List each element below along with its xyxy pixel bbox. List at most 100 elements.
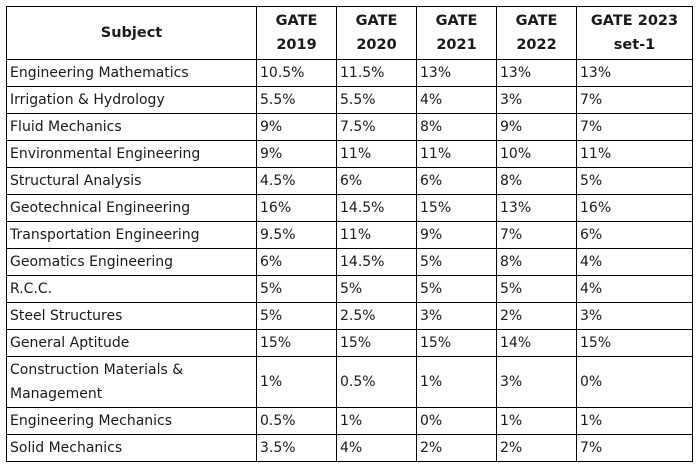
subject-cell: Structural Analysis [6,167,257,195]
percentage-cell: 11% [336,140,417,168]
percentage-cell: 5.5% [256,86,337,114]
percentage-cell: 11% [416,140,497,168]
percentage-cell: 4% [336,434,417,462]
header-gate-2023-set-1: GATE 2023 set-1 [576,6,693,60]
table-row: Environmental Engineering 9% 11% 11% 10% 11% [6,140,693,168]
percentage-cell: 14.5% [336,194,417,222]
header-gate-2022: GATE 2022 [496,6,577,60]
header-gate-2019: GATE 2019 [256,6,337,60]
percentage-cell: 5.5% [336,86,417,114]
percentage-cell: 13% [416,59,497,87]
header-gate-2021: GATE 2021 [416,6,497,60]
percentage-cell: 7% [576,86,693,114]
percentage-cell: 9% [416,221,497,249]
percentage-cell: 15% [416,194,497,222]
percentage-cell: 13% [496,59,577,87]
percentage-cell: 2% [416,434,497,462]
percentage-cell: 3% [496,86,577,114]
percentage-cell: 11% [576,140,693,168]
percentage-cell: 13% [576,59,693,87]
percentage-cell: 4% [576,248,693,276]
percentage-cell: 1% [576,407,693,435]
subject-cell: Geotechnical Engineering [6,194,257,222]
subject-cell: R.C.C. [6,275,257,303]
percentage-cell: 4% [416,86,497,114]
table-row: Solid Mechanics 3.5% 4% 2% 2% 7% [6,434,693,462]
weightage-table: Subject GATE 2019 GATE 2020 GATE 2021 GA… [6,6,693,462]
percentage-cell: 1% [416,356,497,408]
subject-cell: Solid Mechanics [6,434,257,462]
percentage-cell: 2% [496,302,577,330]
percentage-cell: 7% [576,434,693,462]
table-row: Transportation Engineering 9.5% 11% 9% 7% 6% [6,221,693,249]
header-row: Subject GATE 2019 GATE 2020 GATE 2021 GA… [6,6,693,60]
percentage-cell: 7% [496,221,577,249]
table-row: Steel Structures 5% 2.5% 3% 2% 3% [6,302,693,330]
percentage-cell: 7% [576,113,693,141]
percentage-cell: 3% [496,356,577,408]
percentage-cell: 5% [336,275,417,303]
subject-cell: General Aptitude [6,329,257,357]
subject-cell: Irrigation & Hydrology [6,86,257,114]
percentage-cell: 14.5% [336,248,417,276]
percentage-cell: 13% [496,194,577,222]
subject-cell: Engineering Mathematics [6,59,257,87]
table-row: Engineering Mechanics 0.5% 1% 0% 1% 1% [6,407,693,435]
header-gate-2020: GATE 2020 [336,6,417,60]
percentage-cell: 16% [576,194,693,222]
subject-cell: Transportation Engineering [6,221,257,249]
table-row: Geotechnical Engineering 16% 14.5% 15% 13% 16… [6,194,693,222]
percentage-cell: 16% [256,194,337,222]
percentage-cell: 5% [256,302,337,330]
percentage-cell: 15% [336,329,417,357]
table-row: Construction Materials & Management 1% 0.5… [6,356,693,408]
subject-cell: Construction Materials & Management [6,356,257,408]
percentage-cell: 4.5% [256,167,337,195]
percentage-cell: 9% [496,113,577,141]
percentage-cell: 2% [496,434,577,462]
header-subject: Subject [6,6,257,60]
percentage-cell: 7.5% [336,113,417,141]
percentage-cell: 15% [256,329,337,357]
percentage-cell: 5% [416,275,497,303]
percentage-cell: 10% [496,140,577,168]
percentage-cell: 15% [576,329,693,357]
percentage-cell: 4% [576,275,693,303]
table-row: Geomatics Engineering 6% 14.5% 5% 8% 4% [6,248,693,276]
percentage-cell: 8% [496,248,577,276]
percentage-cell: 6% [256,248,337,276]
percentage-cell: 0.5% [336,356,417,408]
percentage-cell: 1% [256,356,337,408]
percentage-cell: 11% [336,221,417,249]
percentage-cell: 5% [416,248,497,276]
percentage-cell: 0% [416,407,497,435]
percentage-cell: 5% [576,167,693,195]
percentage-cell: 0.5% [256,407,337,435]
percentage-cell: 3% [576,302,693,330]
subject-cell: Fluid Mechanics [6,113,257,141]
percentage-cell: 15% [416,329,497,357]
percentage-cell: 1% [496,407,577,435]
percentage-cell: 6% [416,167,497,195]
percentage-cell: 5% [496,275,577,303]
table-row: Irrigation & Hydrology 5.5% 5.5% 4% 3% 7% [6,86,693,114]
table-row: Fluid Mechanics 9% 7.5% 8% 9% 7% [6,113,693,141]
percentage-cell: 6% [576,221,693,249]
subject-cell: Engineering Mechanics [6,407,257,435]
percentage-cell: 14% [496,329,577,357]
percentage-cell: 5% [256,275,337,303]
percentage-cell: 9% [256,113,337,141]
percentage-cell: 0% [576,356,693,408]
percentage-cell: 3% [416,302,497,330]
table-row: Structural Analysis 4.5% 6% 6% 8% 5% [6,167,693,195]
subject-cell: Environmental Engineering [6,140,257,168]
table-body: Engineering Mathematics 10.5% 11.5% 13% 13% 1… [6,59,693,462]
percentage-cell: 1% [336,407,417,435]
percentage-cell: 8% [416,113,497,141]
percentage-cell: 2.5% [336,302,417,330]
percentage-cell: 6% [336,167,417,195]
table-row: General Aptitude 15% 15% 15% 14% 15% [6,329,693,357]
table-header: Subject GATE 2019 GATE 2020 GATE 2021 GA… [6,6,693,60]
subject-cell: Steel Structures [6,302,257,330]
percentage-cell: 3.5% [256,434,337,462]
